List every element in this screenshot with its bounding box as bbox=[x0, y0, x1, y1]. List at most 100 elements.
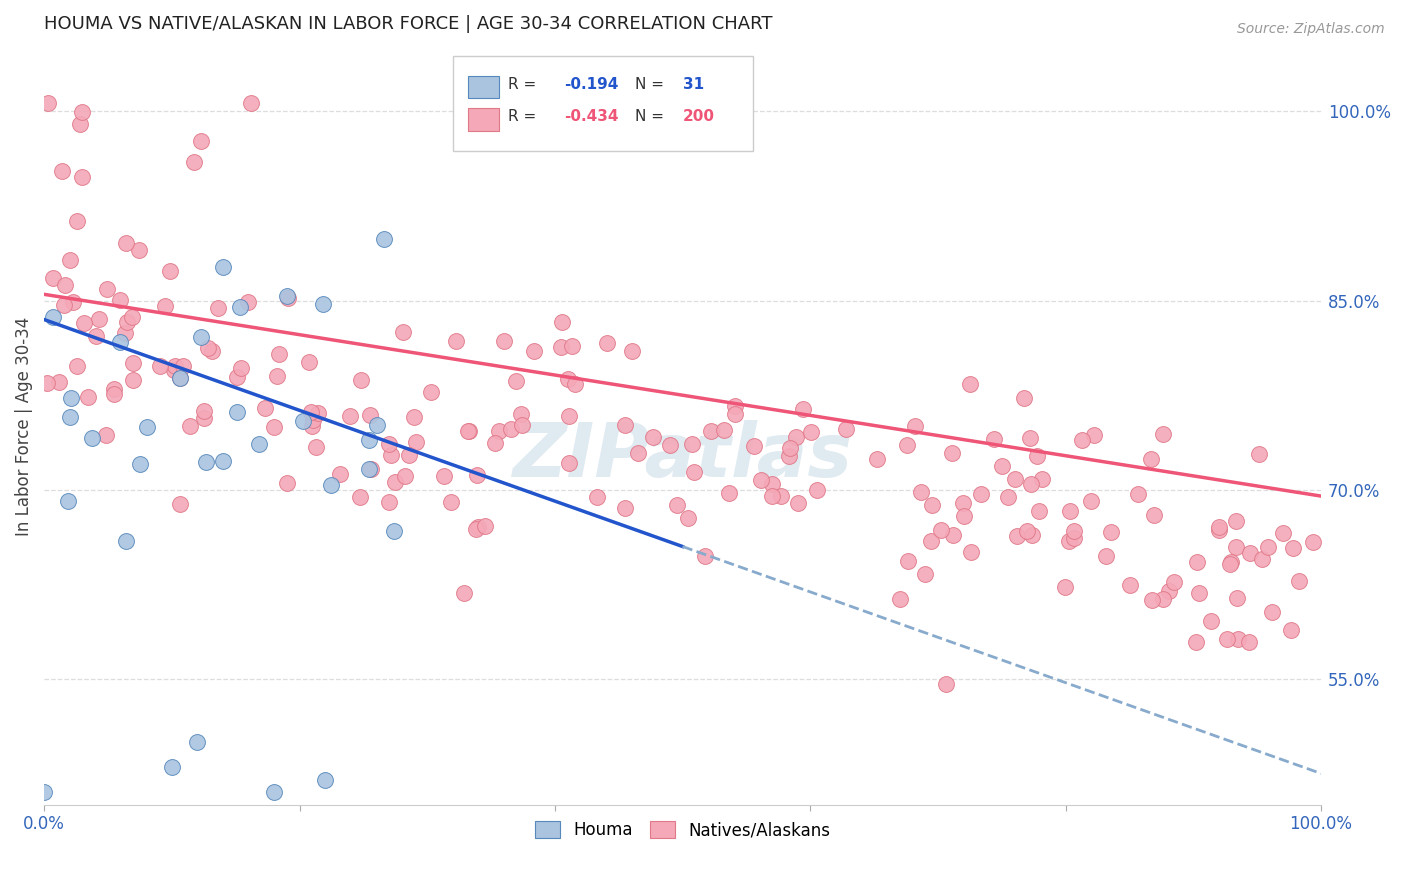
Point bbox=[359, 408, 381, 422]
Point bbox=[51, 164, 73, 178]
Y-axis label: In Labor Force | Age 30-34: In Labor Force | Age 30-34 bbox=[15, 317, 32, 536]
Point bbox=[787, 496, 810, 510]
Point bbox=[59, 410, 82, 425]
Point bbox=[366, 417, 388, 432]
Point bbox=[561, 339, 583, 353]
Point bbox=[666, 498, 689, 512]
Point bbox=[1208, 520, 1230, 534]
Point bbox=[627, 445, 650, 459]
Point bbox=[1260, 605, 1282, 619]
Point bbox=[263, 419, 285, 434]
Point bbox=[676, 511, 699, 525]
Point bbox=[53, 298, 76, 312]
Point bbox=[501, 422, 523, 436]
Point bbox=[404, 409, 426, 424]
Point bbox=[373, 232, 395, 246]
Point bbox=[163, 359, 186, 373]
Point bbox=[229, 301, 252, 315]
Point bbox=[1226, 591, 1249, 605]
Point bbox=[769, 490, 792, 504]
Point bbox=[267, 346, 290, 360]
Point bbox=[914, 567, 936, 582]
Point bbox=[84, 329, 107, 343]
Point bbox=[1021, 528, 1043, 542]
Point bbox=[1225, 540, 1247, 554]
Point bbox=[163, 363, 186, 377]
Point bbox=[1015, 524, 1038, 538]
Point bbox=[682, 465, 704, 479]
Point bbox=[96, 283, 118, 297]
Point bbox=[380, 448, 402, 462]
Point bbox=[115, 533, 138, 548]
Point bbox=[1282, 541, 1305, 556]
Point bbox=[360, 462, 382, 476]
Point bbox=[59, 252, 82, 267]
Point bbox=[193, 404, 215, 418]
Point bbox=[66, 214, 89, 228]
Point bbox=[659, 437, 682, 451]
Text: 31: 31 bbox=[682, 77, 704, 92]
Point bbox=[835, 422, 858, 436]
Point bbox=[1095, 549, 1118, 563]
Point bbox=[983, 433, 1005, 447]
Point bbox=[458, 424, 481, 438]
Point bbox=[349, 373, 371, 387]
Point bbox=[329, 467, 352, 481]
Point bbox=[128, 243, 150, 257]
Point bbox=[121, 310, 143, 324]
Point bbox=[69, 118, 91, 132]
Point bbox=[742, 439, 765, 453]
Point bbox=[484, 435, 506, 450]
Point bbox=[276, 476, 298, 491]
Point bbox=[172, 359, 194, 374]
Point bbox=[510, 418, 533, 433]
Point bbox=[1152, 426, 1174, 441]
Point bbox=[1063, 531, 1085, 545]
Point bbox=[359, 462, 381, 476]
Point bbox=[169, 497, 191, 511]
Point bbox=[349, 490, 371, 504]
Point bbox=[953, 509, 976, 524]
Point bbox=[1152, 591, 1174, 606]
Point bbox=[800, 425, 823, 439]
Point bbox=[391, 325, 413, 339]
Point bbox=[713, 423, 735, 437]
Point bbox=[136, 420, 159, 434]
Point bbox=[1247, 447, 1270, 461]
Point bbox=[159, 264, 181, 278]
Point bbox=[1227, 632, 1250, 646]
Point bbox=[321, 478, 343, 492]
Point bbox=[194, 455, 217, 469]
Text: ZIPatlas: ZIPatlas bbox=[513, 420, 852, 493]
Point bbox=[941, 445, 963, 459]
Point bbox=[942, 528, 965, 542]
Text: N =: N = bbox=[636, 77, 669, 92]
Point bbox=[207, 301, 229, 315]
Point bbox=[1199, 614, 1222, 628]
Point bbox=[1119, 578, 1142, 592]
Point bbox=[439, 494, 461, 508]
Point bbox=[53, 278, 76, 293]
Point bbox=[920, 533, 942, 548]
Point bbox=[291, 414, 314, 428]
Point bbox=[307, 406, 329, 420]
Point bbox=[299, 404, 322, 418]
Point bbox=[56, 494, 79, 508]
Point bbox=[681, 437, 703, 451]
Point bbox=[277, 291, 299, 305]
Point bbox=[394, 469, 416, 483]
Point bbox=[276, 289, 298, 303]
Point bbox=[35, 376, 58, 391]
Point bbox=[1128, 487, 1150, 501]
Point bbox=[359, 433, 381, 447]
Point bbox=[1099, 525, 1122, 540]
Point bbox=[42, 271, 65, 285]
Point bbox=[643, 430, 665, 444]
Point bbox=[488, 424, 510, 438]
Point bbox=[960, 545, 983, 559]
Point bbox=[970, 487, 993, 501]
Point bbox=[952, 496, 974, 510]
Point bbox=[70, 170, 93, 185]
Point bbox=[896, 438, 918, 452]
Point bbox=[997, 490, 1019, 504]
